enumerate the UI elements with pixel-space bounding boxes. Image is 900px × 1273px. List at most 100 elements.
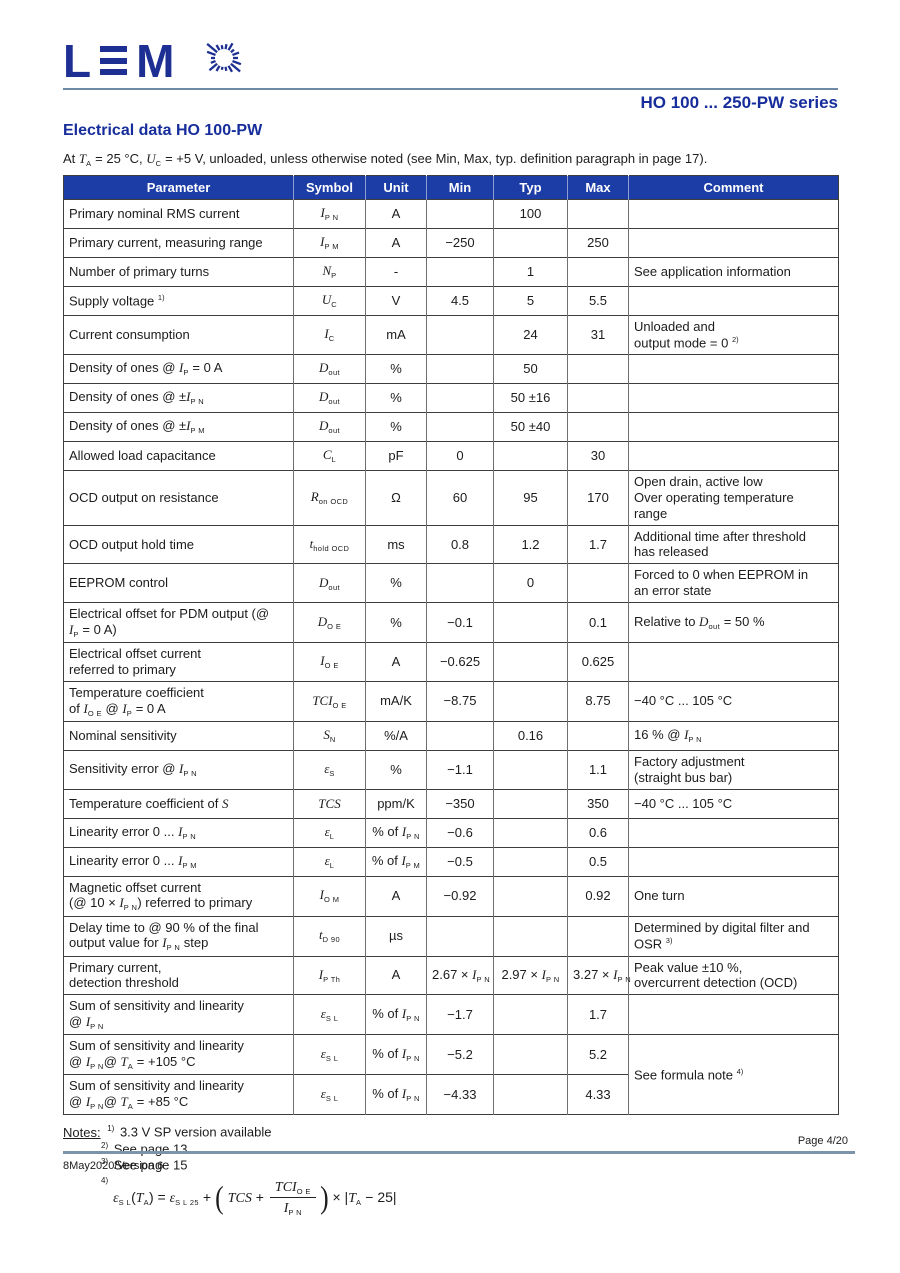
cell-typ: [493, 1034, 568, 1075]
cell-max: [567, 383, 629, 413]
formula-numerator: TCIO E: [269, 1178, 316, 1199]
cell-typ: 100: [493, 199, 568, 229]
cell-symbol: TCS: [293, 788, 366, 818]
cell-max: 31: [567, 314, 629, 355]
cell-unit: µs: [365, 915, 427, 956]
cell-symbol: NP: [293, 257, 366, 287]
cell-min: [426, 563, 494, 603]
cell-typ: [493, 749, 568, 789]
cell-unit: %: [365, 749, 427, 789]
cell-symbol: εS L: [293, 1034, 366, 1075]
cell-comment: [628, 354, 839, 384]
cell-typ: [493, 228, 568, 258]
cell-max: 8.75: [567, 680, 629, 722]
cell-max: 0.6: [567, 817, 629, 847]
table-row: Nominal sensitivity SN %/A 0.16 16 % @ IP N: [63, 720, 839, 751]
cell-symbol: UC: [293, 286, 366, 316]
cell-param: Supply voltage 1): [63, 286, 294, 316]
cell-max: [567, 412, 629, 442]
lem-starburst-icon: [196, 30, 252, 91]
cell-symbol: εS: [293, 749, 366, 789]
cell-max: 0.625: [567, 642, 629, 682]
column-header: Symbol: [293, 175, 366, 200]
note-ref-4: 4): [101, 1176, 109, 1186]
cell-unit: % of IP N: [365, 994, 427, 1035]
cell-min: [426, 314, 494, 355]
cell-comment: [628, 817, 839, 847]
cell-param: Temperature coefficient of S: [63, 788, 294, 818]
page-number: Page 4/20: [797, 1135, 848, 1147]
content-area: Electrical data HO 100-PW At TA = 25 °C,…: [63, 122, 839, 1217]
cell-min: −350: [426, 788, 494, 818]
cell-max: [567, 563, 629, 603]
cell-min: −0.5: [426, 846, 494, 876]
cell-comment: [628, 286, 839, 316]
note-ref-2: 2): [101, 1140, 109, 1150]
table-row: OCD output on resistance Ron OCD Ω 60 95 170 O…: [63, 470, 839, 526]
cell-min: −0.92: [426, 875, 494, 916]
cell-symbol: thold OCD: [293, 524, 366, 564]
cell-typ: 1.2: [493, 524, 568, 564]
cell-min: −1.1: [426, 749, 494, 789]
column-header: Unit: [365, 175, 427, 200]
cell-max: 0.1: [567, 602, 629, 643]
cell-unit: % of IP M: [365, 846, 427, 876]
cell-param: Density of ones @ ±IP N: [63, 383, 294, 413]
cell-param: Temperature coefficient of IO E @ IP = 0 …: [63, 680, 294, 722]
table-row: OCD output hold time thold OCD ms 0.8 1.2 1.7…: [63, 524, 839, 564]
cell-max: 5.5: [567, 286, 629, 316]
cell-param: Density of ones @ ±IP M: [63, 412, 294, 442]
cell-min: [426, 412, 494, 442]
cell-min: 0.8: [426, 524, 494, 564]
conditions-note: At TA = 25 °C, UC = +5 V, unloaded, unle…: [63, 151, 708, 168]
note-text-1: 3.3 V SP version available: [119, 1124, 272, 1140]
cell-min: 4.5: [426, 286, 494, 316]
cell-symbol: IP Th: [293, 955, 366, 995]
cell-max: 1.1: [567, 749, 629, 789]
cell-symbol: tD 90: [293, 915, 366, 956]
formula-lhs: εS L(TA) = εS L 25 +: [113, 1188, 212, 1207]
cell-comment: See application information: [628, 257, 839, 287]
table-row: Sum of sensitivity and linearity @ IP N@ …: [63, 1074, 839, 1115]
cell-unit: A: [365, 228, 427, 258]
cell-max: [567, 720, 629, 751]
cell-symbol: IO M: [293, 875, 366, 916]
cell-min: −5.2: [426, 1034, 494, 1075]
cell-unit: % of IP N: [365, 1034, 427, 1075]
formula-note4: 4) εS L(TA) = εS L 25 + ( TCS + TCIO E I…: [63, 1176, 838, 1217]
cell-typ: [493, 846, 568, 876]
cell-param: Allowed load capacitance: [63, 441, 294, 471]
cell-unit: mA: [365, 314, 427, 355]
cell-unit: -: [365, 257, 427, 287]
note-line-3: 3) See page 15: [63, 1157, 838, 1172]
table-row: Electrical offset current referred to pri…: [63, 642, 839, 682]
cell-symbol: Dout: [293, 383, 366, 413]
column-header: Typ: [493, 175, 568, 200]
cell-min: −0.6: [426, 817, 494, 847]
cell-max: 0.92: [567, 875, 629, 916]
cell-max: 3.27 × IP N: [567, 955, 631, 995]
cell-max: 350: [567, 788, 629, 818]
footer-rule: [63, 1151, 855, 1154]
cell-unit: pF: [365, 441, 427, 471]
cell-comment: Factory adjustment (straight bus bar): [628, 749, 839, 789]
table-row: Temperature coefficient of IO E @ IP = 0 …: [63, 680, 839, 722]
cell-unit: %: [365, 354, 427, 384]
table-row: Primary current, detection threshold IP Th…: [63, 955, 839, 995]
cell-unit: ppm/K: [365, 788, 427, 818]
cell-symbol: εL: [293, 846, 366, 876]
column-header: Parameter: [63, 175, 294, 200]
table-row: Primary nominal RMS current IP N A 100: [63, 199, 839, 229]
cell-min: [426, 199, 494, 229]
cell-min: −0.1: [426, 602, 494, 643]
cell-min: [426, 354, 494, 384]
cell-comment: [628, 199, 839, 229]
cell-param: EEPROM control: [63, 563, 294, 603]
cell-comment: Open drain, active low Over operating tem…: [628, 470, 839, 526]
cell-min: −1.7: [426, 994, 494, 1035]
cell-comment: One turn: [628, 875, 839, 916]
cell-comment: −40 °C ... 105 °C: [628, 680, 839, 722]
